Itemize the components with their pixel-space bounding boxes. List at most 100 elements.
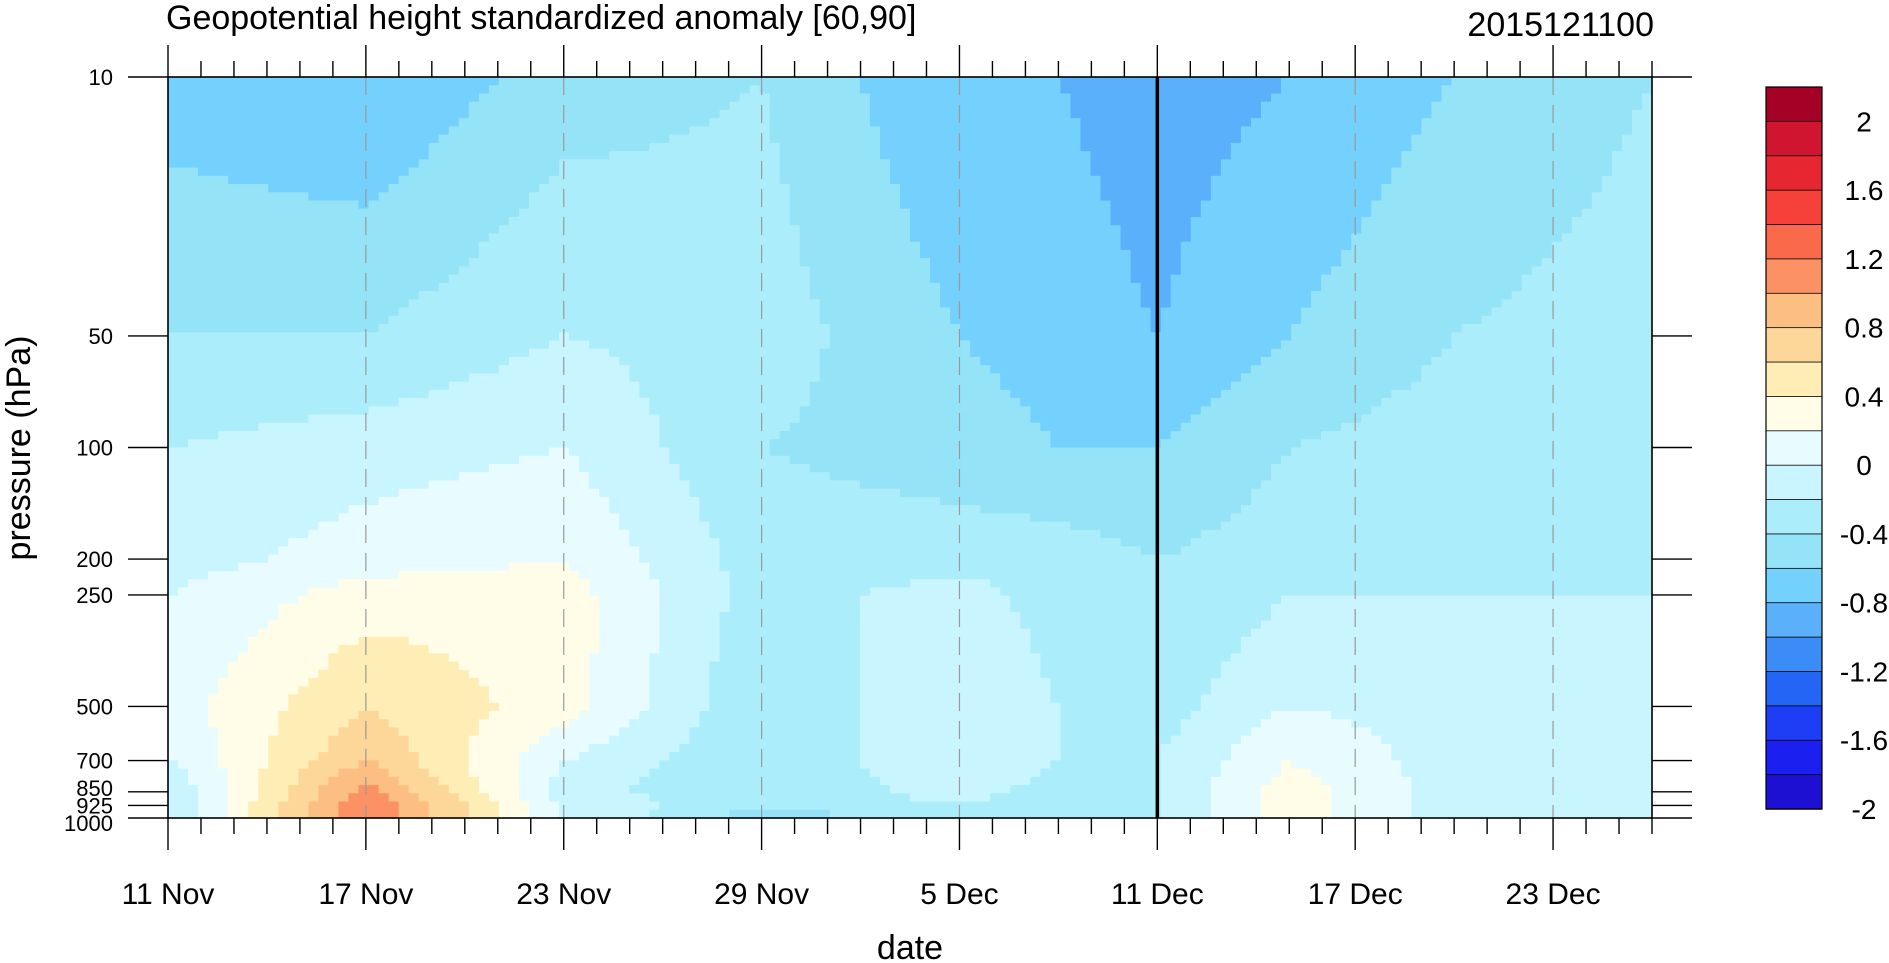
contour-cell: [1281, 200, 1292, 210]
contour-cell: [278, 315, 289, 325]
contour-cell: [679, 340, 691, 350]
contour-cell: [669, 299, 680, 309]
contour-cell: [1541, 299, 1553, 309]
contour-cell: [1541, 85, 1553, 95]
contour-cell: [960, 134, 971, 144]
contour-cell: [769, 93, 781, 103]
contour-cell: [1541, 101, 1553, 111]
contour-cell: [1100, 225, 1112, 235]
contour-cell: [1220, 315, 1232, 325]
contour-cell: [248, 332, 259, 342]
contour-cell: [1421, 151, 1433, 160]
contour-cell: [1541, 274, 1553, 284]
contour-cell: [669, 324, 680, 333]
contour-cell: [1240, 282, 1252, 292]
contour-cell: [1060, 184, 1072, 193]
contour-cell: [288, 134, 299, 144]
contour-cell: [789, 118, 801, 127]
contour-cell: [1100, 282, 1112, 292]
contour-cell: [1040, 134, 1051, 144]
contour-cell: [1531, 282, 1543, 292]
contour-cell: [1010, 324, 1021, 333]
contour-cell: [559, 249, 570, 259]
contour-cell: [910, 348, 921, 358]
contour-cell: [1030, 192, 1041, 202]
contour-cell: [1000, 258, 1011, 267]
contour-cell: [819, 332, 831, 342]
contour-cell: [679, 109, 691, 119]
contour-cell: [1000, 151, 1011, 160]
contour-cell: [729, 208, 741, 218]
contour-cell: [1010, 225, 1021, 235]
contour-cell: [1220, 266, 1232, 276]
contour-cell: [458, 175, 470, 185]
contour-cell: [1621, 241, 1633, 251]
contour-cell: [1521, 109, 1533, 119]
contour-cell: [1561, 315, 1573, 325]
contour-cell: [278, 85, 289, 95]
contour-cell: [1601, 77, 1613, 86]
contour-cell: [298, 126, 309, 136]
contour-cell: [1381, 200, 1392, 210]
contour-cell: [468, 134, 480, 144]
contour-cell: [699, 274, 711, 284]
contour-cell: [1341, 208, 1352, 218]
contour-cell: [930, 249, 941, 259]
contour-cell: [859, 184, 871, 193]
contour-cell: [829, 225, 841, 235]
contour-cell: [268, 315, 279, 325]
contour-cell: [458, 216, 470, 226]
contour-cell: [1501, 216, 1513, 226]
contour-cell: [298, 299, 309, 309]
contour-cell: [729, 175, 741, 185]
contour-cell: [1090, 101, 1102, 111]
contour-cell: [1120, 340, 1132, 350]
contour-cell: [1230, 101, 1242, 111]
contour-cell: [278, 324, 289, 333]
contour-cell: [1230, 200, 1242, 210]
contour-cell: [960, 101, 971, 111]
contour-cell: [1461, 324, 1473, 333]
contour-cell: [619, 241, 630, 251]
contour-cell: [1551, 101, 1563, 111]
contour-cell: [899, 282, 911, 292]
contour-cell: [839, 324, 851, 333]
contour-cell: [729, 249, 741, 259]
contour-cell: [238, 249, 249, 259]
contour-cell: [418, 126, 430, 136]
contour-cell: [1531, 249, 1543, 259]
contour-cell: [1050, 225, 1062, 235]
contour-cell: [950, 159, 961, 169]
contour-cell: [689, 184, 701, 193]
contour-cell: [739, 151, 751, 160]
contour-cell: [208, 299, 219, 309]
contour-cell: [1240, 184, 1252, 193]
contour-cell: [1471, 299, 1483, 309]
contour-cell: [498, 233, 510, 243]
contour-cell: [940, 85, 951, 95]
contour-cell: [1100, 159, 1112, 169]
contour-cell: [218, 241, 229, 251]
contour-cell: [970, 348, 981, 358]
contour-cell: [749, 167, 761, 177]
contour-cell: [1270, 184, 1282, 193]
contour-cell: [539, 291, 550, 300]
contour-cell: [418, 134, 430, 144]
contour-cell: [829, 151, 841, 160]
contour-cell: [1270, 216, 1282, 226]
contour-cell: [569, 208, 580, 218]
contour-cell: [1110, 291, 1122, 300]
contour-cell: [1401, 109, 1412, 119]
contour-cell: [308, 159, 320, 169]
contour-cell: [1050, 208, 1062, 218]
contour-cell: [388, 134, 400, 144]
contour-cell: [1461, 332, 1473, 342]
contour-cell: [779, 233, 791, 243]
contour-cell: [1491, 282, 1503, 292]
contour-cell: [298, 134, 309, 144]
contour-cell: [809, 324, 821, 333]
contour-cell: [1611, 101, 1623, 111]
contour-cell: [1090, 167, 1102, 177]
contour-cell: [849, 324, 861, 333]
contour-cell: [809, 167, 821, 177]
